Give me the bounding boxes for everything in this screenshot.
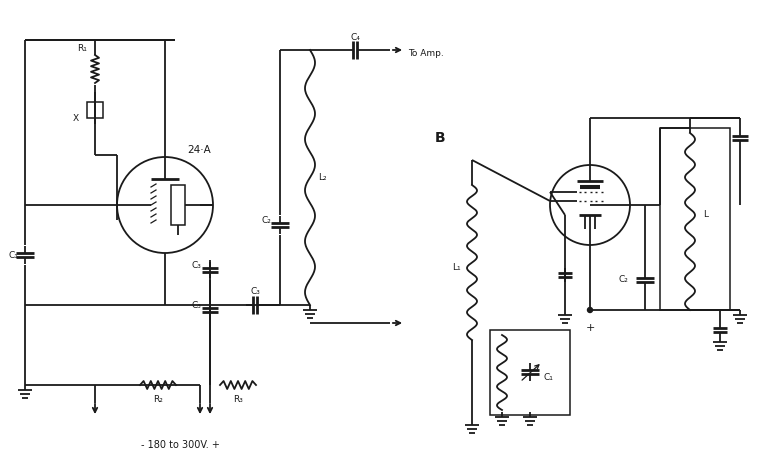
Text: +: +	[585, 323, 594, 333]
Text: C₁: C₁	[8, 251, 18, 259]
Text: R₁: R₁	[77, 44, 87, 53]
Text: L₂: L₂	[317, 172, 326, 181]
Text: 24·A: 24·A	[187, 145, 211, 155]
Text: C₃: C₃	[191, 260, 201, 269]
Text: C₃: C₃	[250, 287, 260, 296]
Circle shape	[587, 307, 593, 313]
Text: To Amp.: To Amp.	[408, 48, 444, 57]
Text: L₁: L₁	[452, 263, 460, 272]
Text: R₂: R₂	[153, 394, 163, 404]
Text: L: L	[704, 210, 708, 219]
Text: B: B	[435, 131, 445, 145]
Text: C₁: C₁	[543, 373, 553, 382]
Text: C₃: C₃	[191, 300, 201, 310]
Text: - 180 to 300V. +: - 180 to 300V. +	[140, 440, 219, 450]
Text: C₂: C₂	[618, 275, 628, 284]
Text: X: X	[73, 113, 79, 123]
Text: R₃: R₃	[233, 394, 243, 404]
Text: C₄: C₄	[350, 32, 360, 41]
Text: C₂: C₂	[261, 216, 271, 225]
